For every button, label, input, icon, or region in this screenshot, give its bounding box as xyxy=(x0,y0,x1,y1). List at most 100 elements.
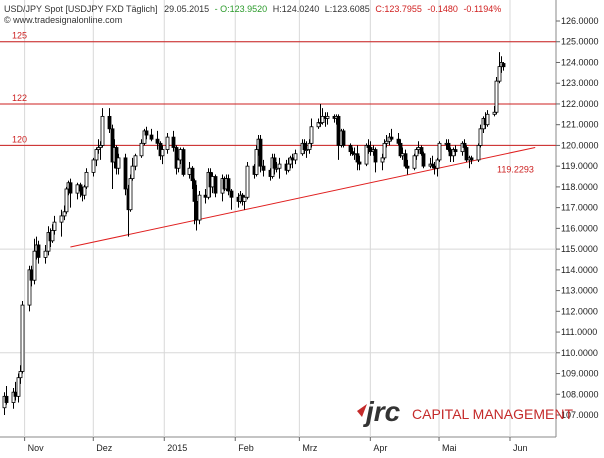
candle-body xyxy=(107,115,112,130)
candle-body xyxy=(403,153,408,167)
header-site: © www.tradesignalonline.com xyxy=(4,15,122,25)
candle-body xyxy=(139,142,144,157)
candle-body xyxy=(4,395,9,403)
y-tick-label: 108.0000 xyxy=(561,389,599,399)
candle-body xyxy=(309,126,314,144)
y-tick-label: 119.0000 xyxy=(561,161,598,171)
logo-swoosh-icon xyxy=(357,404,367,417)
candle-body xyxy=(91,159,96,173)
header-line: USD/JPY Spot [USDJPY FXD Täglich] 29.05.… xyxy=(4,4,501,14)
trendline xyxy=(70,147,536,248)
candle-body xyxy=(130,165,135,180)
candle-body xyxy=(320,115,325,124)
candle-body xyxy=(352,153,357,156)
candle-body xyxy=(254,149,259,175)
candle-body xyxy=(62,211,67,217)
candle-body xyxy=(100,115,105,146)
y-tick-label: 121.0000 xyxy=(561,120,599,130)
candle-body xyxy=(27,269,32,306)
candle-body xyxy=(18,371,23,379)
y-tick-label: 117.0000 xyxy=(561,203,598,213)
y-tick-label: 111.0000 xyxy=(561,327,597,337)
candle-body xyxy=(155,138,160,144)
candle-body xyxy=(210,176,215,188)
y-tick-label: 116.0000 xyxy=(561,223,598,233)
candle-body xyxy=(187,167,192,175)
candle-body xyxy=(203,194,208,198)
candle-body xyxy=(229,190,234,198)
candle-body xyxy=(348,145,353,153)
candle-body xyxy=(364,145,369,165)
candle-body xyxy=(469,157,474,161)
candle-body xyxy=(171,136,176,148)
candle-body xyxy=(446,142,451,150)
candle-body xyxy=(304,149,309,151)
candle-body xyxy=(116,157,121,169)
candle-body xyxy=(448,149,453,157)
candle-body xyxy=(437,142,442,161)
candle-body xyxy=(435,159,440,169)
candle-body xyxy=(368,147,373,153)
candle-body xyxy=(432,165,437,169)
candle-body xyxy=(32,250,37,281)
candle-body xyxy=(64,188,69,213)
y-tick-label: 122.0000 xyxy=(561,99,599,109)
header-close: C:123.7955 xyxy=(375,4,422,14)
grid-layer xyxy=(0,0,557,438)
candle-body xyxy=(20,304,25,372)
x-tick-label: Jun xyxy=(513,443,528,453)
candle-body xyxy=(497,66,502,82)
candle-body xyxy=(501,63,506,68)
candle-body xyxy=(13,391,18,397)
candle-body xyxy=(325,115,330,119)
candle-body xyxy=(133,155,138,167)
candle-body xyxy=(194,201,199,221)
header-low: L:123.6085 xyxy=(325,4,370,14)
candle-body xyxy=(416,147,421,150)
candle-body xyxy=(341,130,346,146)
header-date: 29.05.2015 xyxy=(164,4,209,14)
candle-body xyxy=(494,80,499,113)
candle-body xyxy=(160,149,165,157)
level-label: 122 xyxy=(12,93,27,103)
candle-body xyxy=(36,244,41,258)
candle-body xyxy=(302,142,307,150)
candle-body xyxy=(226,178,231,192)
header-high: H:124.0240 xyxy=(273,4,320,14)
candle-body xyxy=(453,149,458,153)
y-tick-label: 120.0000 xyxy=(561,140,599,150)
header-change-pct: -0.1194% xyxy=(463,4,501,14)
y-tick-label: 123.0000 xyxy=(561,78,599,88)
candle-body xyxy=(476,145,481,161)
candle-body xyxy=(242,196,247,202)
candle-body xyxy=(373,149,378,163)
x-tick-label: Dez xyxy=(96,443,113,453)
candle-body xyxy=(68,182,73,194)
logo-tagline: CAPITAL MANAGEMENT xyxy=(412,406,573,422)
candle-body xyxy=(464,147,469,161)
candle-body xyxy=(190,167,195,182)
trendline-label: 119.2293 xyxy=(497,164,534,174)
candle-body xyxy=(400,153,405,157)
header-open: - O:123.9520 xyxy=(215,4,268,14)
candle-body xyxy=(421,153,426,167)
candle-body xyxy=(128,178,133,211)
candle-body xyxy=(419,147,424,155)
header-instrument: USD/JPY Spot [USDJPY FXD Täglich] xyxy=(4,4,158,14)
candle-body xyxy=(149,134,154,140)
y-tick-label: 112.0000 xyxy=(561,306,598,316)
y-tick-label: 115.0000 xyxy=(561,244,598,254)
jrc-logo: jrc CAPITAL MANAGEMENT xyxy=(357,396,573,427)
candle-body xyxy=(123,157,128,190)
candle-body xyxy=(405,165,410,169)
candle-body xyxy=(307,142,312,150)
candle-body xyxy=(414,149,419,157)
y-tick-label: 113.0000 xyxy=(561,286,598,296)
candle-body xyxy=(181,149,186,175)
header-change: -0.1480 xyxy=(427,4,458,14)
y-tick-label: 118.0000 xyxy=(561,182,598,192)
candle-body xyxy=(380,157,385,163)
candle-body xyxy=(59,215,64,223)
candle-body xyxy=(197,194,202,221)
